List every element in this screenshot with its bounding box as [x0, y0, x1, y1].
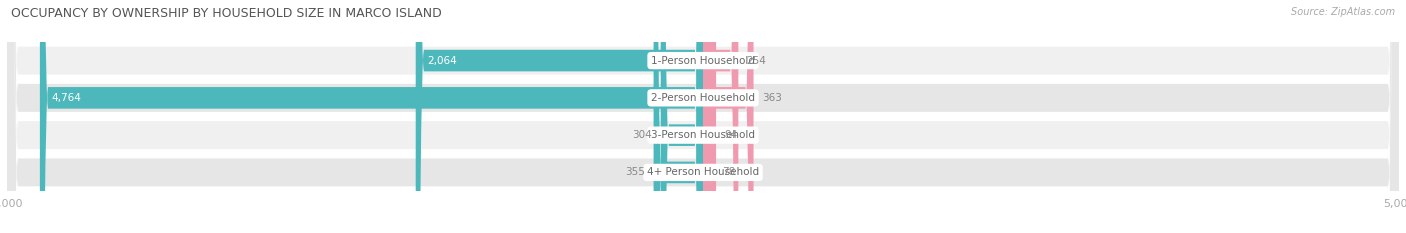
FancyBboxPatch shape: [7, 0, 1399, 233]
FancyBboxPatch shape: [416, 0, 703, 233]
FancyBboxPatch shape: [7, 0, 1399, 233]
Text: 94: 94: [724, 130, 738, 140]
Text: 304: 304: [633, 130, 652, 140]
Text: 1-Person Household: 1-Person Household: [651, 56, 755, 65]
FancyBboxPatch shape: [703, 0, 754, 233]
Text: OCCUPANCY BY OWNERSHIP BY HOUSEHOLD SIZE IN MARCO ISLAND: OCCUPANCY BY OWNERSHIP BY HOUSEHOLD SIZE…: [11, 7, 441, 20]
Text: 4,764: 4,764: [51, 93, 82, 103]
FancyBboxPatch shape: [661, 0, 703, 233]
FancyBboxPatch shape: [7, 0, 1399, 233]
Text: 2,064: 2,064: [427, 56, 457, 65]
FancyBboxPatch shape: [7, 0, 1399, 233]
Text: 3-Person Household: 3-Person Household: [651, 130, 755, 140]
Text: Source: ZipAtlas.com: Source: ZipAtlas.com: [1291, 7, 1395, 17]
FancyBboxPatch shape: [654, 0, 703, 233]
Text: 4+ Person Household: 4+ Person Household: [647, 168, 759, 177]
Text: 78: 78: [723, 168, 735, 177]
FancyBboxPatch shape: [703, 0, 714, 233]
Text: 2-Person Household: 2-Person Household: [651, 93, 755, 103]
FancyBboxPatch shape: [703, 0, 738, 233]
FancyBboxPatch shape: [39, 0, 703, 233]
Text: 355: 355: [626, 168, 645, 177]
FancyBboxPatch shape: [703, 0, 716, 233]
Text: 363: 363: [762, 93, 782, 103]
Text: 254: 254: [747, 56, 766, 65]
